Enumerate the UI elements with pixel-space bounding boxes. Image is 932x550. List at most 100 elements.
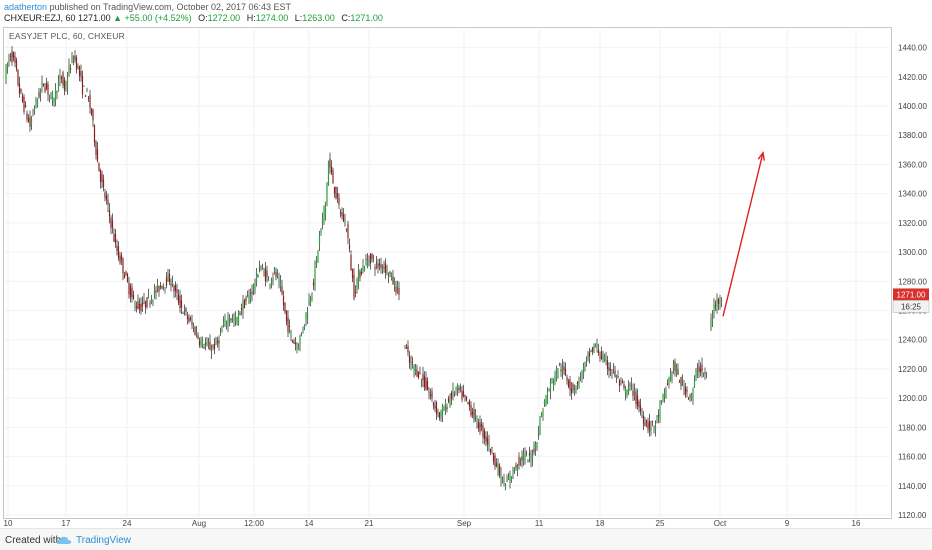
candle-body — [507, 478, 510, 480]
chart-frame[interactable] — [3, 27, 892, 519]
candle-body — [8, 58, 10, 63]
candle-body — [480, 423, 483, 427]
y-tick-label: 1280.00 — [898, 277, 927, 286]
candle-body — [596, 344, 598, 347]
candle-body — [15, 60, 18, 70]
time-tag — [892, 300, 930, 313]
candle-body — [45, 82, 48, 89]
candle-body — [632, 390, 634, 396]
candle-body — [180, 300, 183, 308]
candle-body — [617, 376, 619, 378]
candle-body — [324, 201, 327, 217]
x-tick-label: 11 — [535, 519, 544, 528]
candle-body — [167, 274, 169, 282]
candle-body — [467, 401, 469, 404]
candle-body — [638, 401, 640, 408]
candle-body — [327, 161, 330, 186]
author-link[interactable]: adatherton — [4, 2, 48, 12]
candle-body — [537, 430, 540, 435]
candle-body — [303, 324, 306, 329]
candle-body — [512, 467, 514, 473]
candle-body — [80, 71, 82, 77]
candle-body — [407, 346, 409, 353]
candle-body — [41, 81, 43, 86]
x-tick-label: 17 — [62, 519, 71, 528]
candle-body — [89, 94, 91, 108]
candle-body — [317, 251, 319, 261]
candle-body — [204, 342, 207, 345]
candle-body — [476, 416, 478, 423]
candle-body — [260, 268, 262, 272]
candle-body — [90, 108, 93, 115]
candle-body — [558, 362, 561, 366]
candle-body — [125, 271, 127, 275]
candle-body — [59, 76, 61, 80]
candle-body — [584, 361, 586, 367]
candle-body — [240, 308, 243, 310]
candle-body — [20, 88, 22, 93]
candle-body — [531, 456, 534, 460]
candle-body — [534, 443, 537, 449]
y-tick-label: 1180.00 — [898, 423, 927, 432]
candle-body — [23, 96, 25, 112]
candle-body — [602, 355, 604, 360]
candle-body — [627, 386, 630, 392]
candle-body — [461, 390, 463, 400]
candle-body — [210, 350, 213, 353]
candle-body — [251, 291, 253, 295]
candle-body — [177, 294, 180, 303]
candle-body — [425, 377, 427, 390]
candle-body — [356, 279, 358, 291]
candle-body — [612, 367, 615, 370]
candle-body — [521, 456, 523, 461]
candle-body — [78, 66, 81, 76]
candle-body — [236, 317, 238, 324]
candle-body — [720, 299, 723, 301]
candle-body — [68, 65, 70, 76]
candle-body — [536, 442, 538, 449]
candle-body — [207, 344, 210, 346]
candle-body — [516, 465, 519, 470]
candle-body — [525, 452, 528, 454]
candle-body — [684, 387, 687, 395]
candle-body — [102, 179, 105, 188]
candle-body — [633, 389, 636, 395]
candle-body — [465, 396, 468, 401]
candle-body — [662, 394, 664, 400]
candle-body — [200, 339, 202, 345]
low-label: L: — [294, 13, 303, 23]
candle-body — [12, 52, 15, 58]
candle-body — [444, 402, 447, 410]
candle-body — [252, 284, 255, 289]
candle-body — [555, 367, 558, 380]
price-chart[interactable]: 1120.00 1140.00 1160.00 1180.00 1200.00 1220.… — [0, 0, 932, 528]
y-tick-label: 1340.00 — [898, 190, 927, 199]
candle-body — [689, 395, 691, 397]
candle-body — [74, 55, 76, 61]
candle-body — [651, 420, 654, 422]
candle-body — [716, 298, 718, 308]
candle-body — [624, 388, 627, 395]
tradingview-brand[interactable]: TradingView — [76, 535, 132, 546]
candle-body — [116, 245, 118, 252]
candle-body — [209, 341, 211, 351]
candle-body — [233, 319, 235, 321]
candle-body — [326, 183, 328, 203]
candle-body — [284, 302, 286, 313]
candle-body — [351, 269, 354, 278]
candle-body — [552, 381, 555, 385]
candle-body — [63, 79, 66, 91]
candle-body — [147, 295, 150, 297]
candle-body — [519, 458, 522, 460]
candle-body — [99, 170, 102, 182]
candle-body — [719, 299, 721, 303]
candle-body — [687, 397, 690, 399]
candle-body — [389, 271, 391, 274]
candle-body — [263, 270, 265, 276]
candle-body — [441, 406, 444, 418]
candle-body — [485, 435, 487, 442]
candle-body — [686, 389, 688, 392]
candle-body — [153, 289, 156, 296]
candle-body — [374, 267, 376, 270]
candle-body — [620, 380, 622, 382]
